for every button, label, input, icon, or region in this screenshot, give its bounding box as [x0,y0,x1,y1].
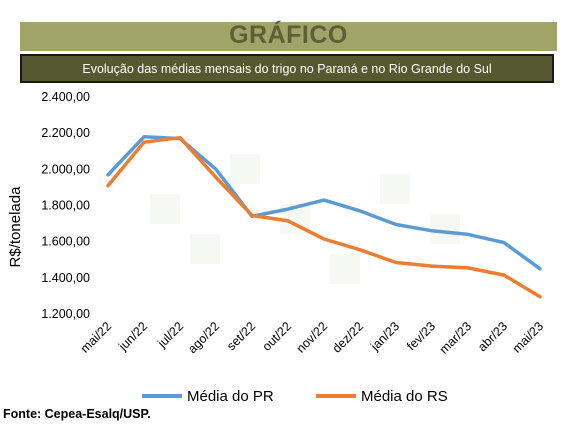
y-tick-label: 2.000,00 [41,162,90,176]
x-tick-label: jul/22 [154,319,186,351]
x-tick-label: mar/23 [437,319,474,356]
legend-label-rs: Média do RS [361,388,448,405]
x-tick-label: dez/22 [330,319,366,355]
x-tick-label: nov/22 [294,319,330,355]
header-banner: GRÁFICO [20,21,557,51]
y-axis: 1.200,00 1.400,00 1.600,00 1.800,00 2.000,00… [41,90,90,321]
source-note: Fonte: Cepea-Esalq/USP. [3,407,151,421]
x-tick-label: set/22 [224,319,258,353]
chart-subtitle: Evolução das médias mensais do trigo no … [82,62,492,76]
legend-label-pr: Média do PR [187,388,274,405]
subtitle-box: Evolução das médias mensais do trigo no … [20,54,554,83]
x-axis: mai/22 jun/22 jul/22 ago/22 set/22 out/22 nov/… [78,319,546,356]
y-tick-label: 2.400,00 [41,90,90,104]
x-tick-label: ago/22 [185,319,222,356]
y-tick-label: 1.800,00 [41,199,90,213]
legend: Média do PR Média do RS [142,388,448,405]
series-line-rs [106,135,542,299]
y-tick-label: 1.600,00 [41,235,90,249]
y-tick-label: 1.400,00 [41,271,90,285]
x-tick-label: mai/23 [510,319,546,355]
x-tick-label: mai/22 [78,319,114,355]
y-tick-label: 1.200,00 [41,307,90,321]
y-axis-title: R$/tonelada [7,186,24,268]
x-tick-label: fev/23 [404,319,438,353]
x-tick-label: jun/22 [115,319,150,354]
line-chart: R$/tonelada 1.200,00 1.400,00 1.600,00 1.80… [7,90,546,405]
plot-area [106,135,542,299]
page-title: GRÁFICO [229,21,348,49]
x-tick-label: abr/23 [475,319,510,354]
x-tick-label: jan/23 [367,319,402,354]
x-tick-label: out/22 [260,319,295,354]
y-tick-label: 2.200,00 [41,126,90,140]
